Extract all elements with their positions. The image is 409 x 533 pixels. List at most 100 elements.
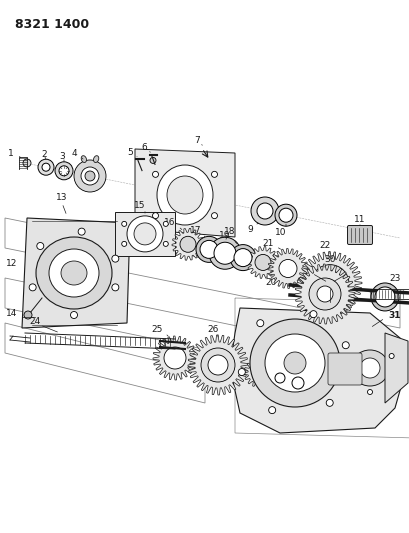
- Circle shape: [256, 203, 272, 219]
- Ellipse shape: [249, 319, 339, 407]
- Circle shape: [164, 347, 186, 369]
- Circle shape: [309, 311, 316, 318]
- Polygon shape: [243, 359, 271, 387]
- FancyBboxPatch shape: [347, 225, 372, 245]
- Text: 6: 6: [141, 143, 146, 152]
- Circle shape: [252, 367, 263, 379]
- Text: 21: 21: [262, 239, 273, 248]
- Circle shape: [316, 271, 342, 297]
- Circle shape: [42, 163, 50, 171]
- Text: 9: 9: [247, 224, 252, 233]
- Circle shape: [366, 390, 372, 394]
- Circle shape: [121, 221, 126, 227]
- Circle shape: [211, 213, 217, 219]
- Circle shape: [326, 399, 333, 406]
- Ellipse shape: [127, 216, 163, 252]
- Circle shape: [342, 342, 348, 349]
- Text: 22: 22: [319, 241, 330, 250]
- Circle shape: [316, 286, 332, 302]
- Circle shape: [55, 162, 73, 180]
- Text: 20: 20: [265, 278, 276, 287]
- Text: 12: 12: [6, 259, 18, 268]
- Polygon shape: [172, 228, 204, 260]
- Circle shape: [209, 237, 240, 269]
- Text: 30: 30: [324, 255, 335, 264]
- Polygon shape: [188, 335, 247, 395]
- Circle shape: [254, 254, 270, 270]
- Circle shape: [180, 236, 196, 252]
- Polygon shape: [153, 336, 196, 380]
- Text: 8: 8: [132, 225, 137, 235]
- Circle shape: [278, 208, 292, 222]
- Circle shape: [229, 245, 255, 271]
- Text: 23: 23: [389, 274, 400, 284]
- Polygon shape: [294, 264, 354, 324]
- Circle shape: [200, 348, 234, 382]
- Circle shape: [370, 283, 398, 311]
- Circle shape: [234, 248, 252, 266]
- Text: 26: 26: [207, 325, 218, 334]
- Ellipse shape: [166, 176, 202, 214]
- Circle shape: [152, 213, 158, 219]
- Text: 15: 15: [134, 201, 145, 211]
- Polygon shape: [229, 308, 404, 433]
- Text: 7: 7: [193, 136, 200, 145]
- Circle shape: [59, 166, 69, 176]
- Polygon shape: [384, 333, 407, 403]
- Circle shape: [268, 407, 275, 414]
- Ellipse shape: [134, 223, 155, 245]
- Text: 27: 27: [257, 349, 268, 358]
- Polygon shape: [267, 248, 307, 288]
- Ellipse shape: [264, 334, 324, 392]
- Circle shape: [70, 311, 77, 319]
- Text: 19: 19: [219, 231, 230, 240]
- Circle shape: [291, 377, 303, 389]
- Ellipse shape: [283, 352, 305, 374]
- Circle shape: [207, 355, 227, 375]
- Text: 5: 5: [127, 148, 133, 157]
- Circle shape: [78, 228, 85, 235]
- Ellipse shape: [81, 156, 86, 163]
- Text: 1: 1: [8, 149, 14, 157]
- Circle shape: [287, 373, 307, 393]
- Circle shape: [121, 241, 126, 246]
- Circle shape: [152, 171, 158, 177]
- Circle shape: [274, 373, 284, 383]
- Ellipse shape: [36, 237, 112, 309]
- Text: 8321 1400: 8321 1400: [15, 18, 89, 31]
- Text: 3: 3: [59, 152, 65, 161]
- Circle shape: [24, 311, 32, 319]
- Circle shape: [112, 255, 119, 262]
- Polygon shape: [297, 252, 361, 316]
- Circle shape: [310, 265, 348, 303]
- Circle shape: [274, 204, 296, 226]
- Circle shape: [200, 240, 218, 259]
- Text: 24: 24: [29, 318, 40, 327]
- Circle shape: [211, 171, 217, 177]
- FancyBboxPatch shape: [327, 353, 361, 385]
- Text: 11: 11: [353, 214, 365, 223]
- Text: 17: 17: [190, 226, 201, 235]
- Circle shape: [38, 159, 54, 175]
- Circle shape: [150, 157, 155, 164]
- Circle shape: [256, 320, 263, 327]
- Circle shape: [112, 284, 119, 291]
- Ellipse shape: [359, 358, 379, 378]
- Ellipse shape: [93, 156, 99, 163]
- Circle shape: [29, 284, 36, 291]
- Polygon shape: [115, 212, 175, 256]
- Polygon shape: [22, 218, 130, 328]
- Circle shape: [388, 353, 393, 359]
- Polygon shape: [135, 149, 234, 237]
- Circle shape: [345, 353, 350, 359]
- Circle shape: [308, 278, 340, 310]
- Circle shape: [270, 369, 288, 387]
- Circle shape: [250, 197, 278, 225]
- Text: 28: 28: [269, 358, 280, 367]
- Text: 29: 29: [297, 362, 308, 372]
- Text: 25: 25: [151, 326, 162, 335]
- Circle shape: [23, 159, 31, 167]
- Text: 2: 2: [41, 150, 47, 159]
- Circle shape: [163, 221, 168, 227]
- Polygon shape: [246, 246, 278, 278]
